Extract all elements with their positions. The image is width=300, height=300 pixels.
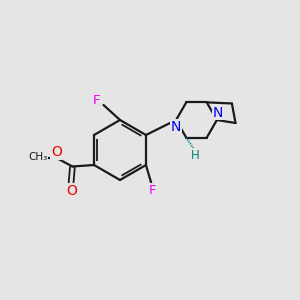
Text: F: F: [149, 184, 157, 197]
Text: F: F: [93, 94, 101, 107]
Text: O: O: [66, 184, 77, 198]
Text: CH₃: CH₃: [28, 152, 48, 163]
Text: N: N: [171, 120, 181, 134]
Text: N: N: [213, 106, 223, 120]
Text: O: O: [51, 146, 62, 159]
Text: H: H: [191, 148, 200, 162]
